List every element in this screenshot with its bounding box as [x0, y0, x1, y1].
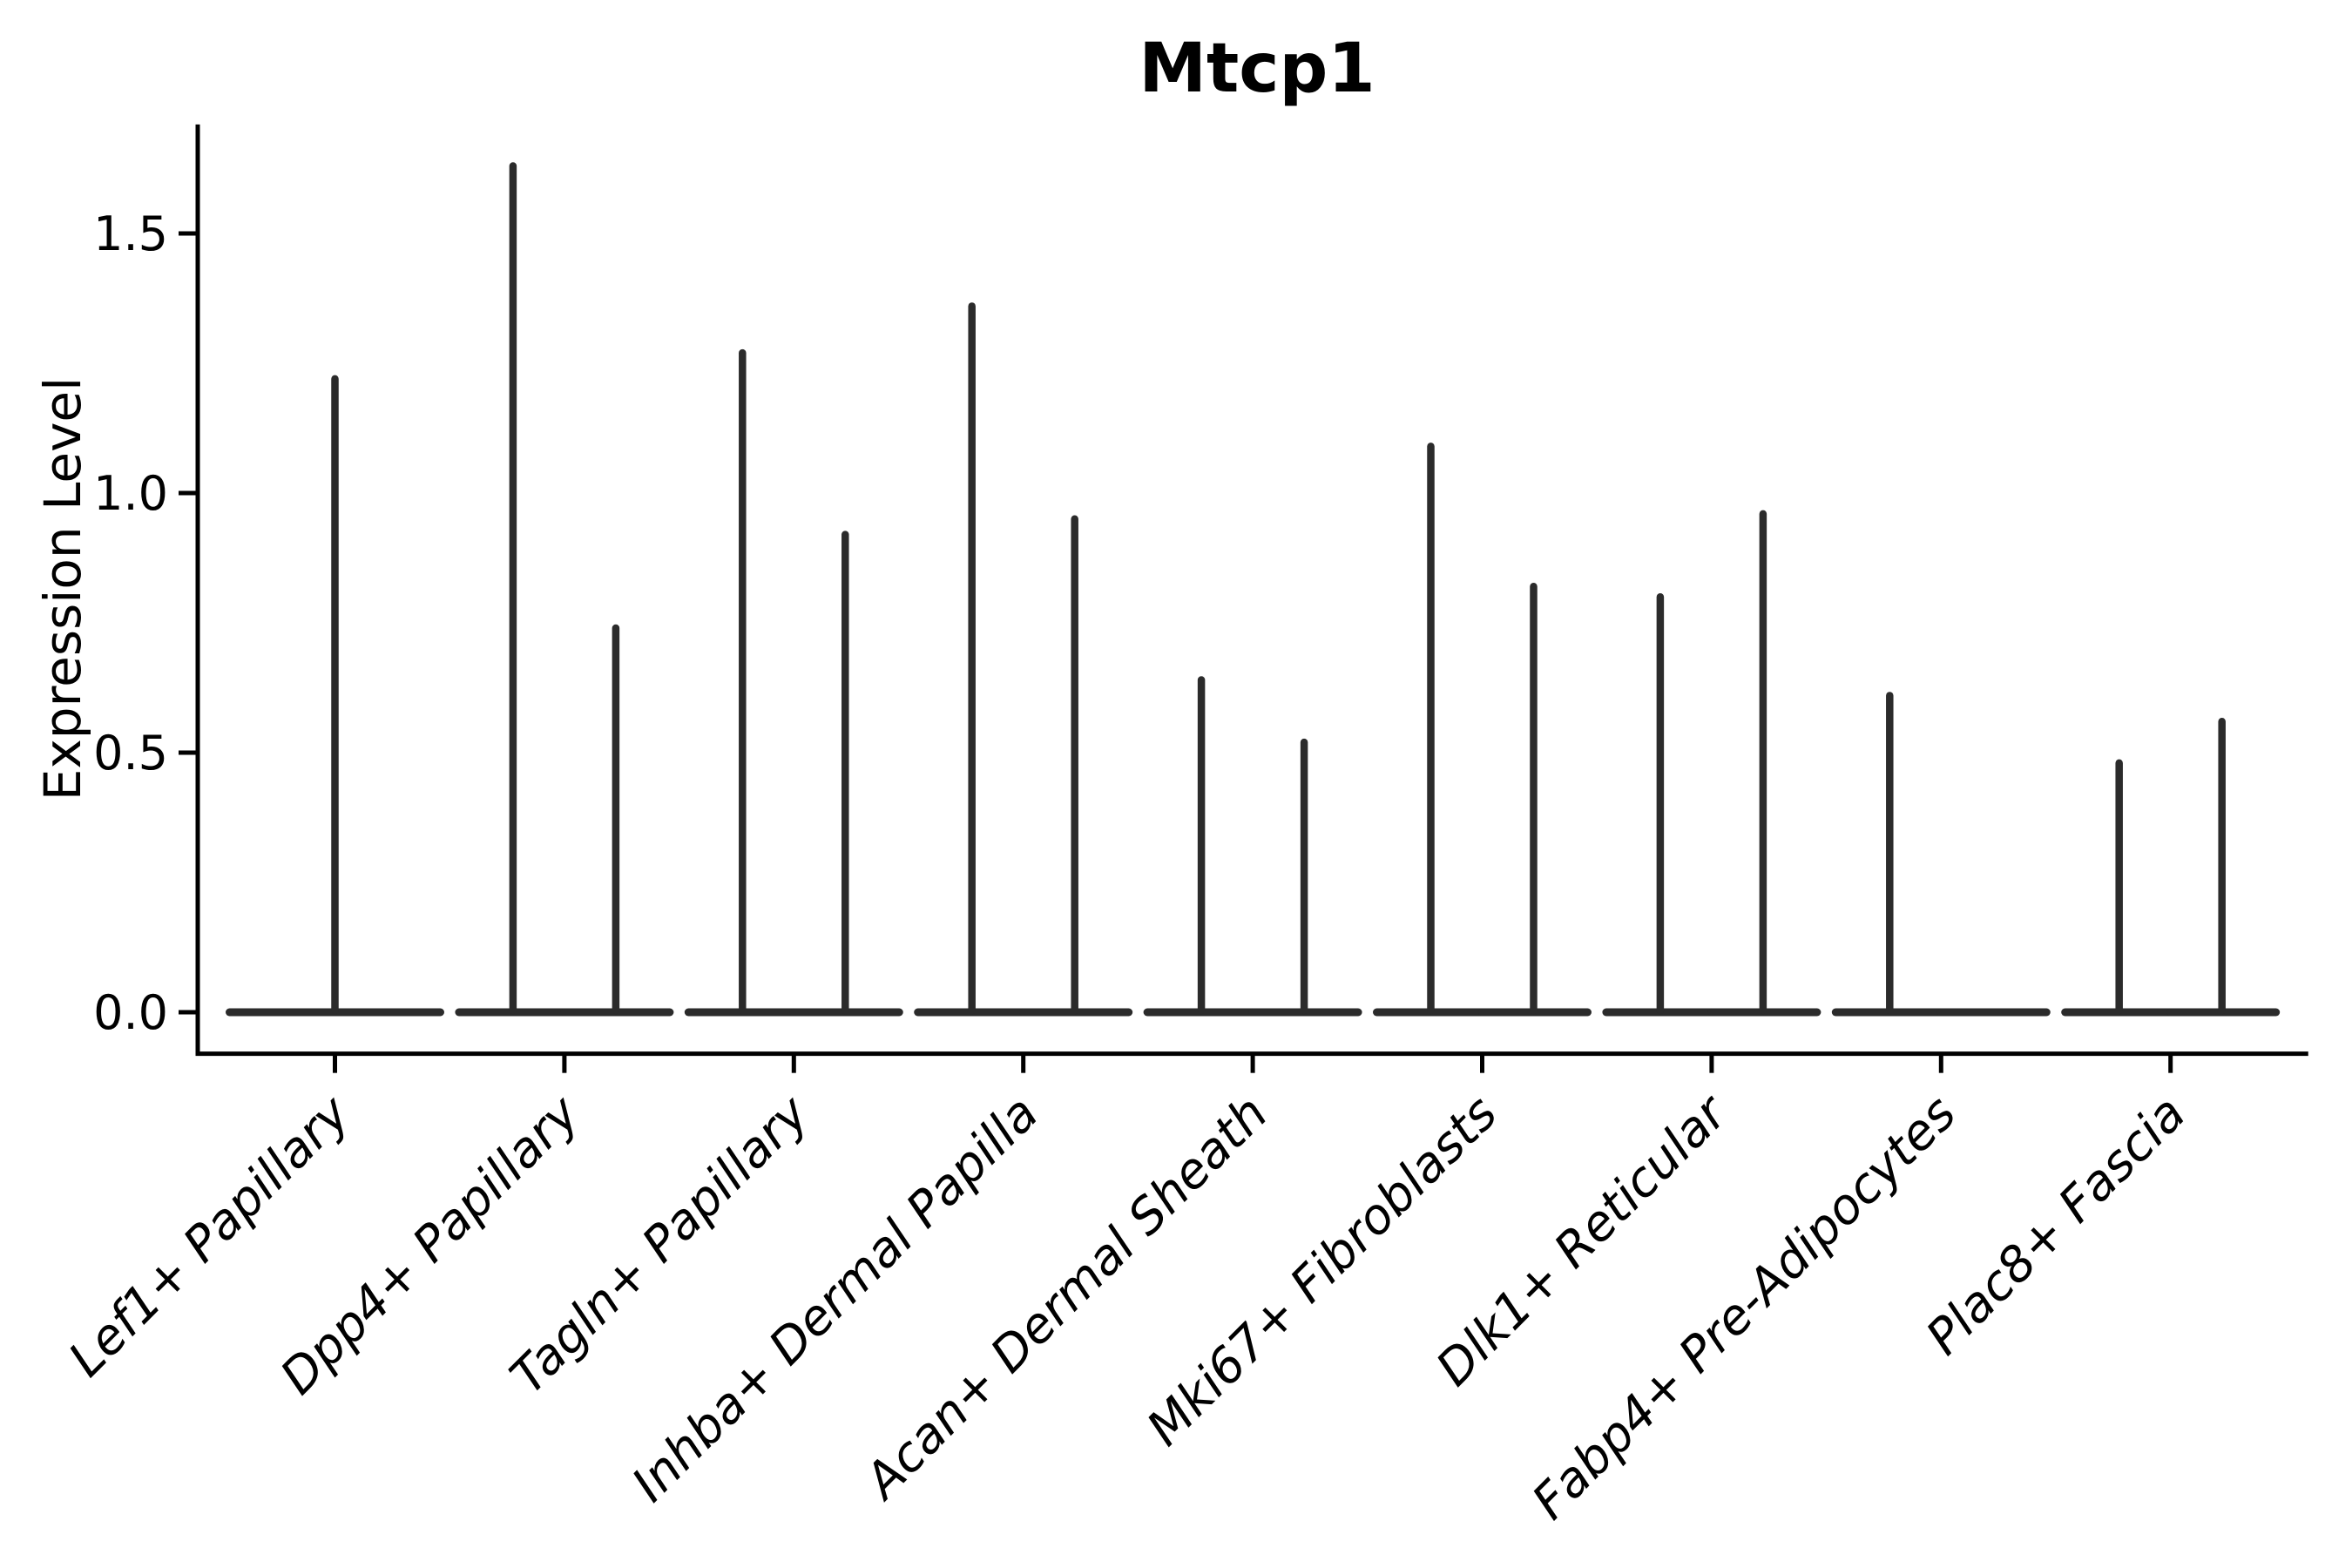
violin-series-layer — [226, 162, 2281, 1017]
y-tick-label: 0.0 — [93, 985, 168, 1040]
y-axis-label: Expression Level — [33, 377, 92, 801]
y-tick-label: 0.5 — [93, 726, 168, 781]
y-tick-label: 1.5 — [93, 206, 168, 261]
axes-layer — [179, 124, 2308, 1073]
chart-title: Mtcp1 — [1139, 30, 1375, 108]
y-tick-label: 1.0 — [93, 466, 168, 521]
